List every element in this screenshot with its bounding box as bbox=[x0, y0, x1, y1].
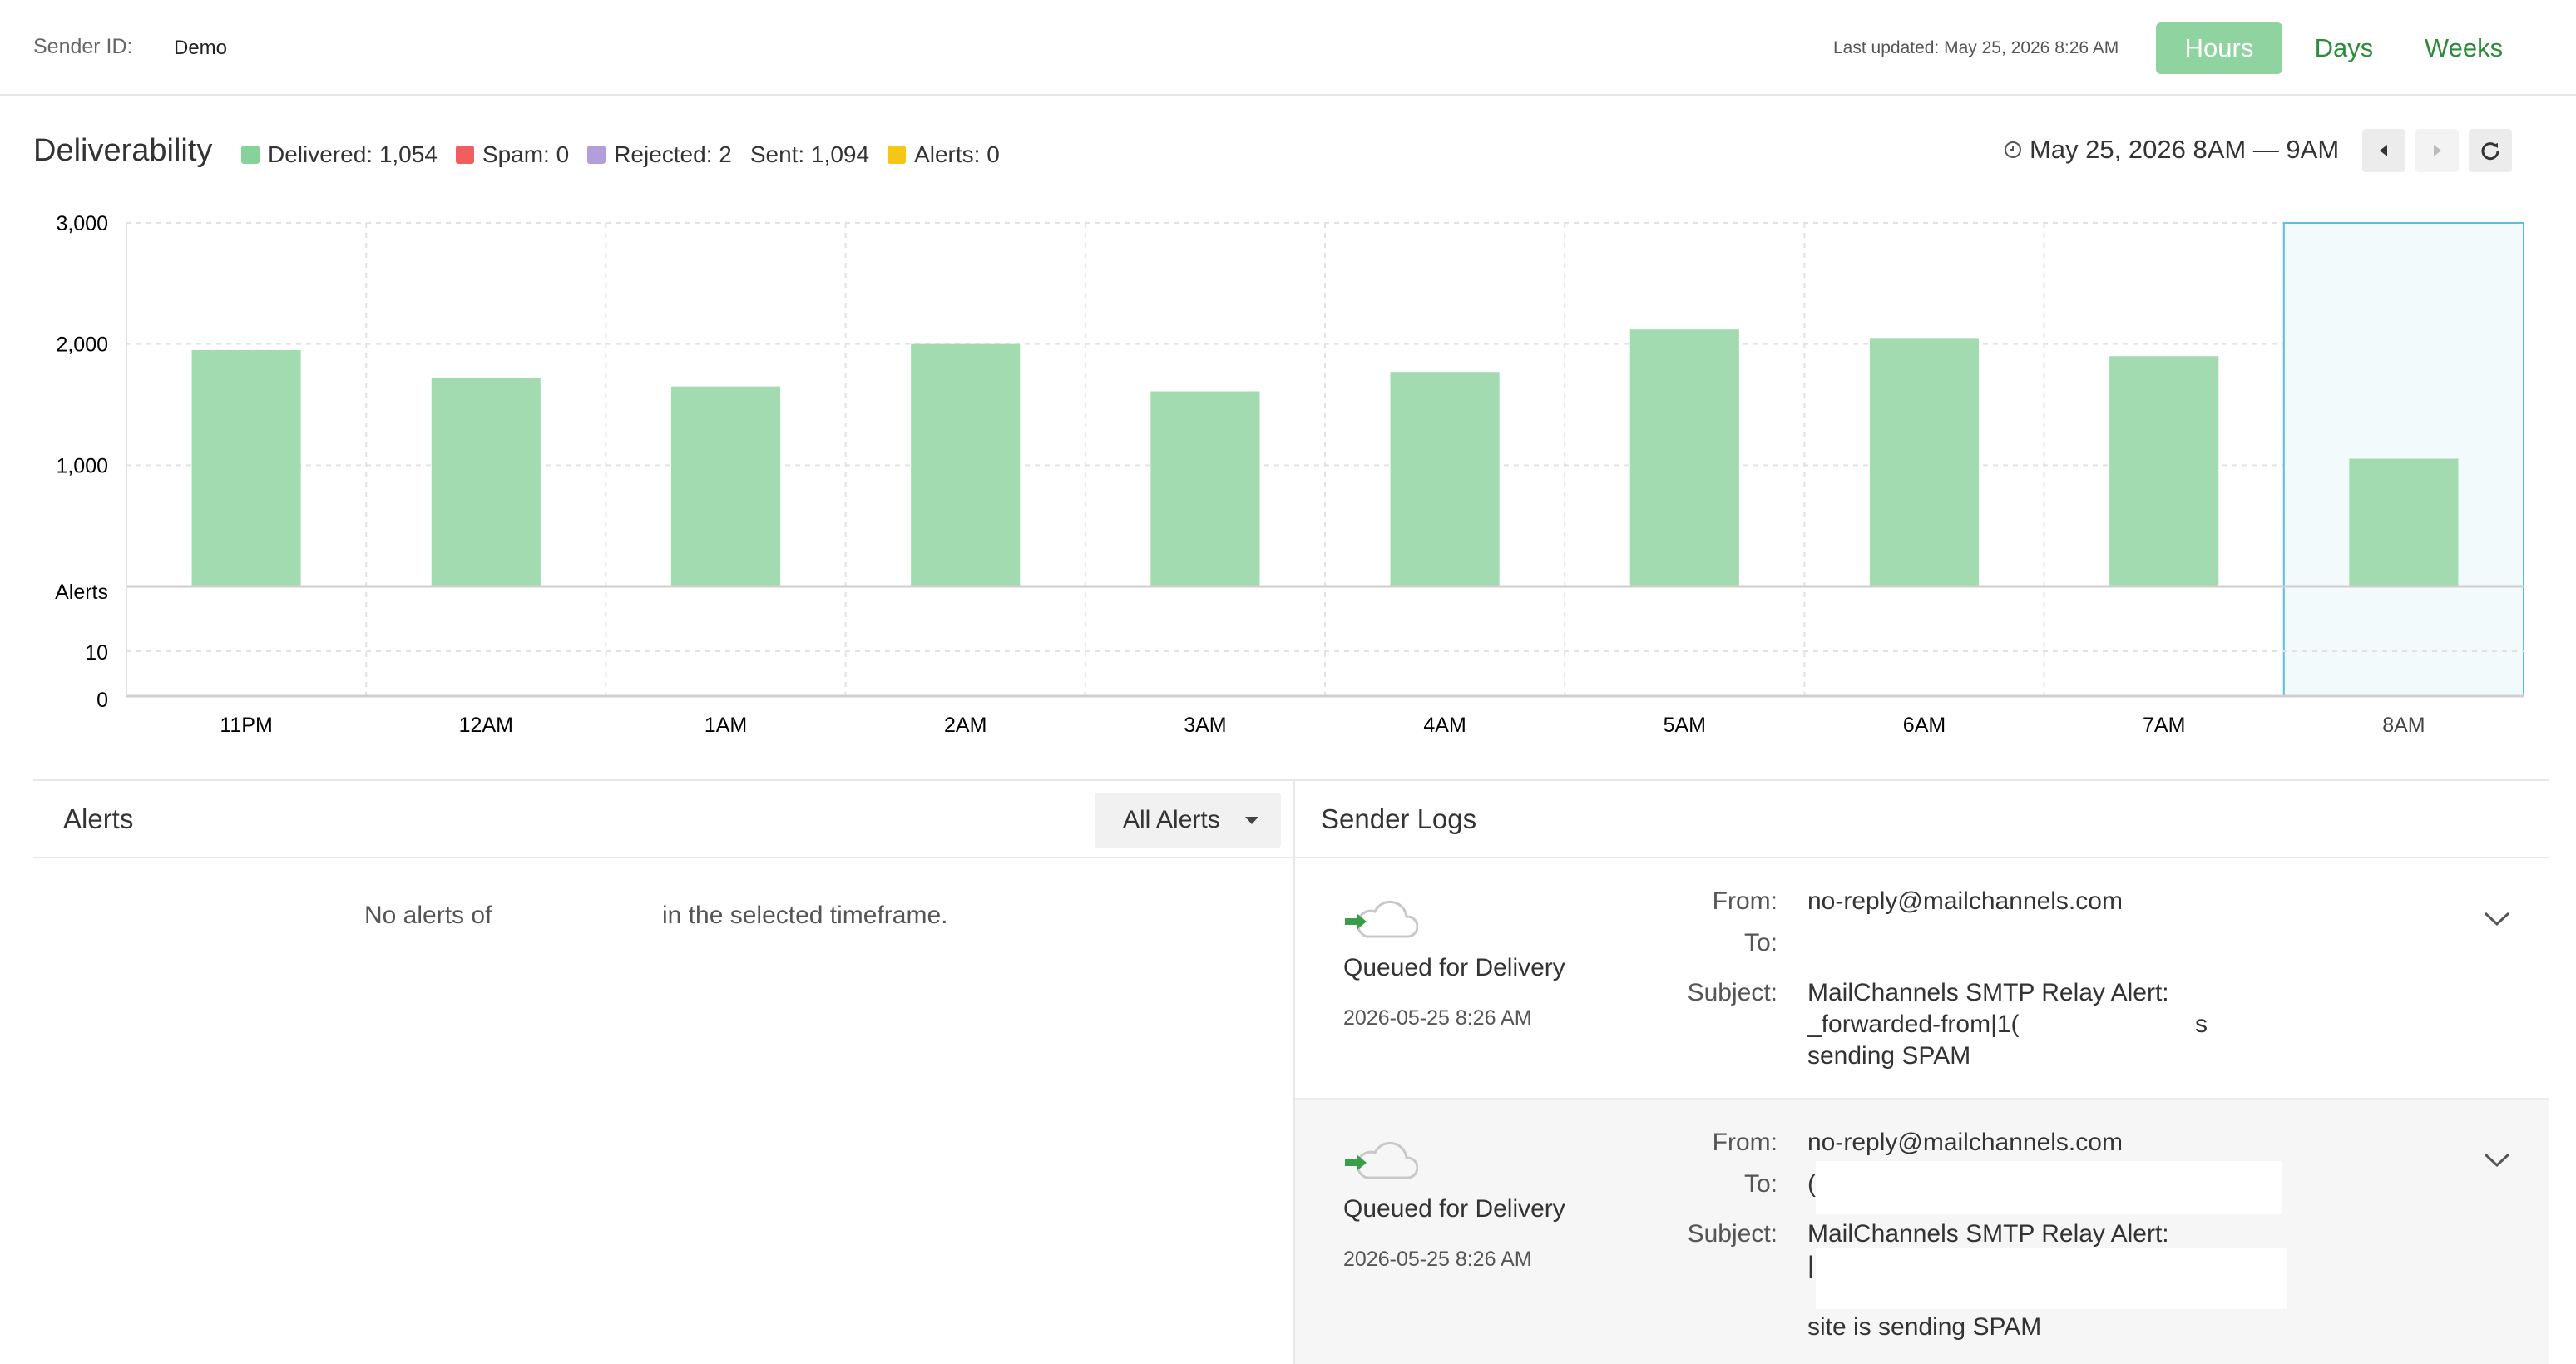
legend-swatch-alerts bbox=[888, 146, 907, 164]
to-value: ( bbox=[1807, 1170, 1816, 1198]
hours-button[interactable]: Hours bbox=[2156, 22, 2282, 74]
alerts-title: Alerts bbox=[63, 803, 134, 834]
alerts-filter-label: All Alerts bbox=[1123, 806, 1220, 833]
from-label: From: bbox=[1712, 1129, 1777, 1156]
legend-sent: Sent: 1,094 bbox=[750, 141, 869, 168]
x-tick-label: 5AM bbox=[1664, 714, 1706, 737]
y-tick-label: 2,000 bbox=[56, 334, 108, 357]
legend-spam[interactable]: Spam: 0 bbox=[455, 141, 570, 168]
subject-line-3: sending SPAM bbox=[1807, 1042, 1971, 1070]
alerts-axis-label: Alerts bbox=[55, 581, 108, 604]
x-tick-label: 3AM bbox=[1184, 714, 1226, 737]
legend-swatch-delivered bbox=[241, 146, 260, 164]
chart-bar bbox=[670, 386, 781, 586]
next-period-button[interactable] bbox=[2415, 129, 2459, 172]
alerts-tick-label: 0 bbox=[96, 689, 108, 712]
chart-bar bbox=[1150, 391, 1260, 586]
chart-bar bbox=[1629, 329, 1739, 586]
subject-line-2-end: s bbox=[2195, 1011, 2208, 1038]
subject-line-2: | bbox=[1807, 1252, 1814, 1279]
legend-swatch-rejected bbox=[587, 146, 606, 164]
weeks-button[interactable]: Weeks bbox=[2424, 33, 2504, 62]
expand-chevron-icon[interactable] bbox=[2483, 1151, 2511, 1169]
section-divider bbox=[33, 779, 2549, 781]
chevron-down-icon bbox=[1244, 816, 1258, 824]
x-tick-label: 8AM bbox=[2382, 714, 2425, 737]
days-button[interactable]: Days bbox=[2314, 33, 2374, 62]
subject-label: Subject: bbox=[1687, 1220, 1777, 1248]
log-entry[interactable]: Queued for Delivery 2026-05-25 8:26 AM F… bbox=[1295, 1100, 2549, 1364]
to-label: To: bbox=[1743, 1170, 1777, 1198]
subject-line-2: _forwarded-from|1( bbox=[1807, 1011, 2020, 1038]
sender-logs-title: Sender Logs bbox=[1321, 803, 1477, 834]
timeframe-display: May 25, 2026 8AM — 9AM bbox=[2003, 135, 2339, 165]
log-status: Queued for Delivery bbox=[1343, 1195, 1565, 1223]
x-tick-label: 2AM bbox=[944, 714, 986, 737]
log-entry[interactable]: Queued for Delivery 2026-05-25 8:26 AM F… bbox=[1295, 858, 2549, 1100]
caret-left-icon bbox=[2380, 145, 2387, 156]
x-tick-label: 12AM bbox=[459, 714, 513, 737]
expand-chevron-icon[interactable] bbox=[2483, 910, 2511, 928]
sender-id-label: Sender ID: bbox=[33, 35, 133, 58]
chart-bar bbox=[191, 349, 301, 586]
subject-line-3: site is sending SPAM bbox=[1807, 1313, 2042, 1341]
redacted-block bbox=[1816, 1248, 2287, 1309]
chart-bar bbox=[431, 378, 541, 586]
chart-legend: Delivered: 1,054 Spam: 0 Rejected: 2 Sen… bbox=[241, 141, 1018, 168]
chart-bar bbox=[911, 343, 1021, 586]
refresh-icon bbox=[2481, 142, 2499, 161]
caret-right-icon bbox=[2434, 145, 2441, 156]
from-value: no-reply@mailchannels.com bbox=[1807, 887, 2123, 915]
deliverability-chart: 3,000 2,000 1,000 Alerts 10 0 11PM 12AM 1AM 2AM 3A… bbox=[55, 212, 2525, 737]
y-tick-label: 3,000 bbox=[56, 212, 108, 235]
legend-label-delivered: Delivered: 1,054 bbox=[268, 141, 438, 167]
x-tick-label: 6AM bbox=[1903, 714, 1946, 737]
x-tick-label: 4AM bbox=[1423, 714, 1466, 737]
log-date: 2026-05-25 8:26 AM bbox=[1343, 1248, 1532, 1271]
top-bar bbox=[0, 0, 2576, 96]
from-label: From: bbox=[1712, 887, 1777, 915]
subject-label: Subject: bbox=[1687, 979, 1777, 1006]
queued-cloud-icon bbox=[1345, 1141, 1418, 1179]
last-updated-text: Last updated: May 25, 2026 8:26 AM bbox=[1833, 38, 2119, 57]
timeframe-text: May 25, 2026 8AM — 9AM bbox=[2030, 135, 2340, 164]
chart-bar bbox=[2109, 356, 2219, 586]
sender-logs-header-divider bbox=[1295, 857, 2549, 858]
sender-id-value: Demo bbox=[174, 37, 228, 59]
clock-icon bbox=[2005, 141, 2021, 158]
subject-line-1: MailChannels SMTP Relay Alert: bbox=[1807, 1220, 2169, 1248]
legend-rejected[interactable]: Rejected: 2 bbox=[587, 141, 732, 168]
legend-delivered[interactable]: Delivered: 1,054 bbox=[241, 141, 438, 168]
legend-alerts[interactable]: Alerts: 0 bbox=[888, 141, 1000, 168]
legend-swatch-spam bbox=[455, 146, 474, 164]
legend-label-sent: Sent: 1,094 bbox=[749, 141, 870, 167]
x-tick-label: 7AM bbox=[2143, 714, 2185, 737]
legend-label-rejected: Rejected: 2 bbox=[614, 141, 732, 167]
chart-bar bbox=[1390, 372, 1500, 586]
queued-cloud-icon bbox=[1345, 900, 1418, 938]
deliverability-title: Deliverability bbox=[33, 133, 213, 168]
refresh-button[interactable] bbox=[2469, 129, 2512, 172]
no-alerts-prefix: No alerts of bbox=[364, 902, 492, 929]
previous-period-button[interactable] bbox=[2362, 129, 2405, 172]
no-alerts-suffix: in the selected timeframe. bbox=[662, 902, 948, 929]
subject-line-1: MailChannels SMTP Relay Alert: bbox=[1807, 979, 2169, 1006]
chart-bar bbox=[2349, 458, 2459, 586]
x-tick-label: 1AM bbox=[705, 714, 747, 737]
alerts-filter-dropdown[interactable]: All Alerts bbox=[1095, 793, 1281, 848]
panel-divider bbox=[1293, 779, 1295, 1364]
legend-label-spam: Spam: 0 bbox=[482, 141, 570, 167]
log-status: Queued for Delivery bbox=[1343, 954, 1565, 981]
alerts-tick-label: 10 bbox=[85, 641, 108, 665]
redacted-block bbox=[1816, 1161, 2282, 1214]
x-tick-label: 11PM bbox=[220, 714, 272, 737]
legend-label-alerts: Alerts: 0 bbox=[914, 141, 1000, 167]
alerts-header-divider bbox=[33, 857, 1293, 858]
from-value: no-reply@mailchannels.com bbox=[1807, 1129, 2123, 1156]
chart-bar bbox=[1869, 338, 1980, 586]
to-label: To: bbox=[1743, 929, 1777, 956]
log-date: 2026-05-25 8:26 AM bbox=[1343, 1006, 1532, 1030]
y-tick-label: 1,000 bbox=[56, 454, 108, 477]
